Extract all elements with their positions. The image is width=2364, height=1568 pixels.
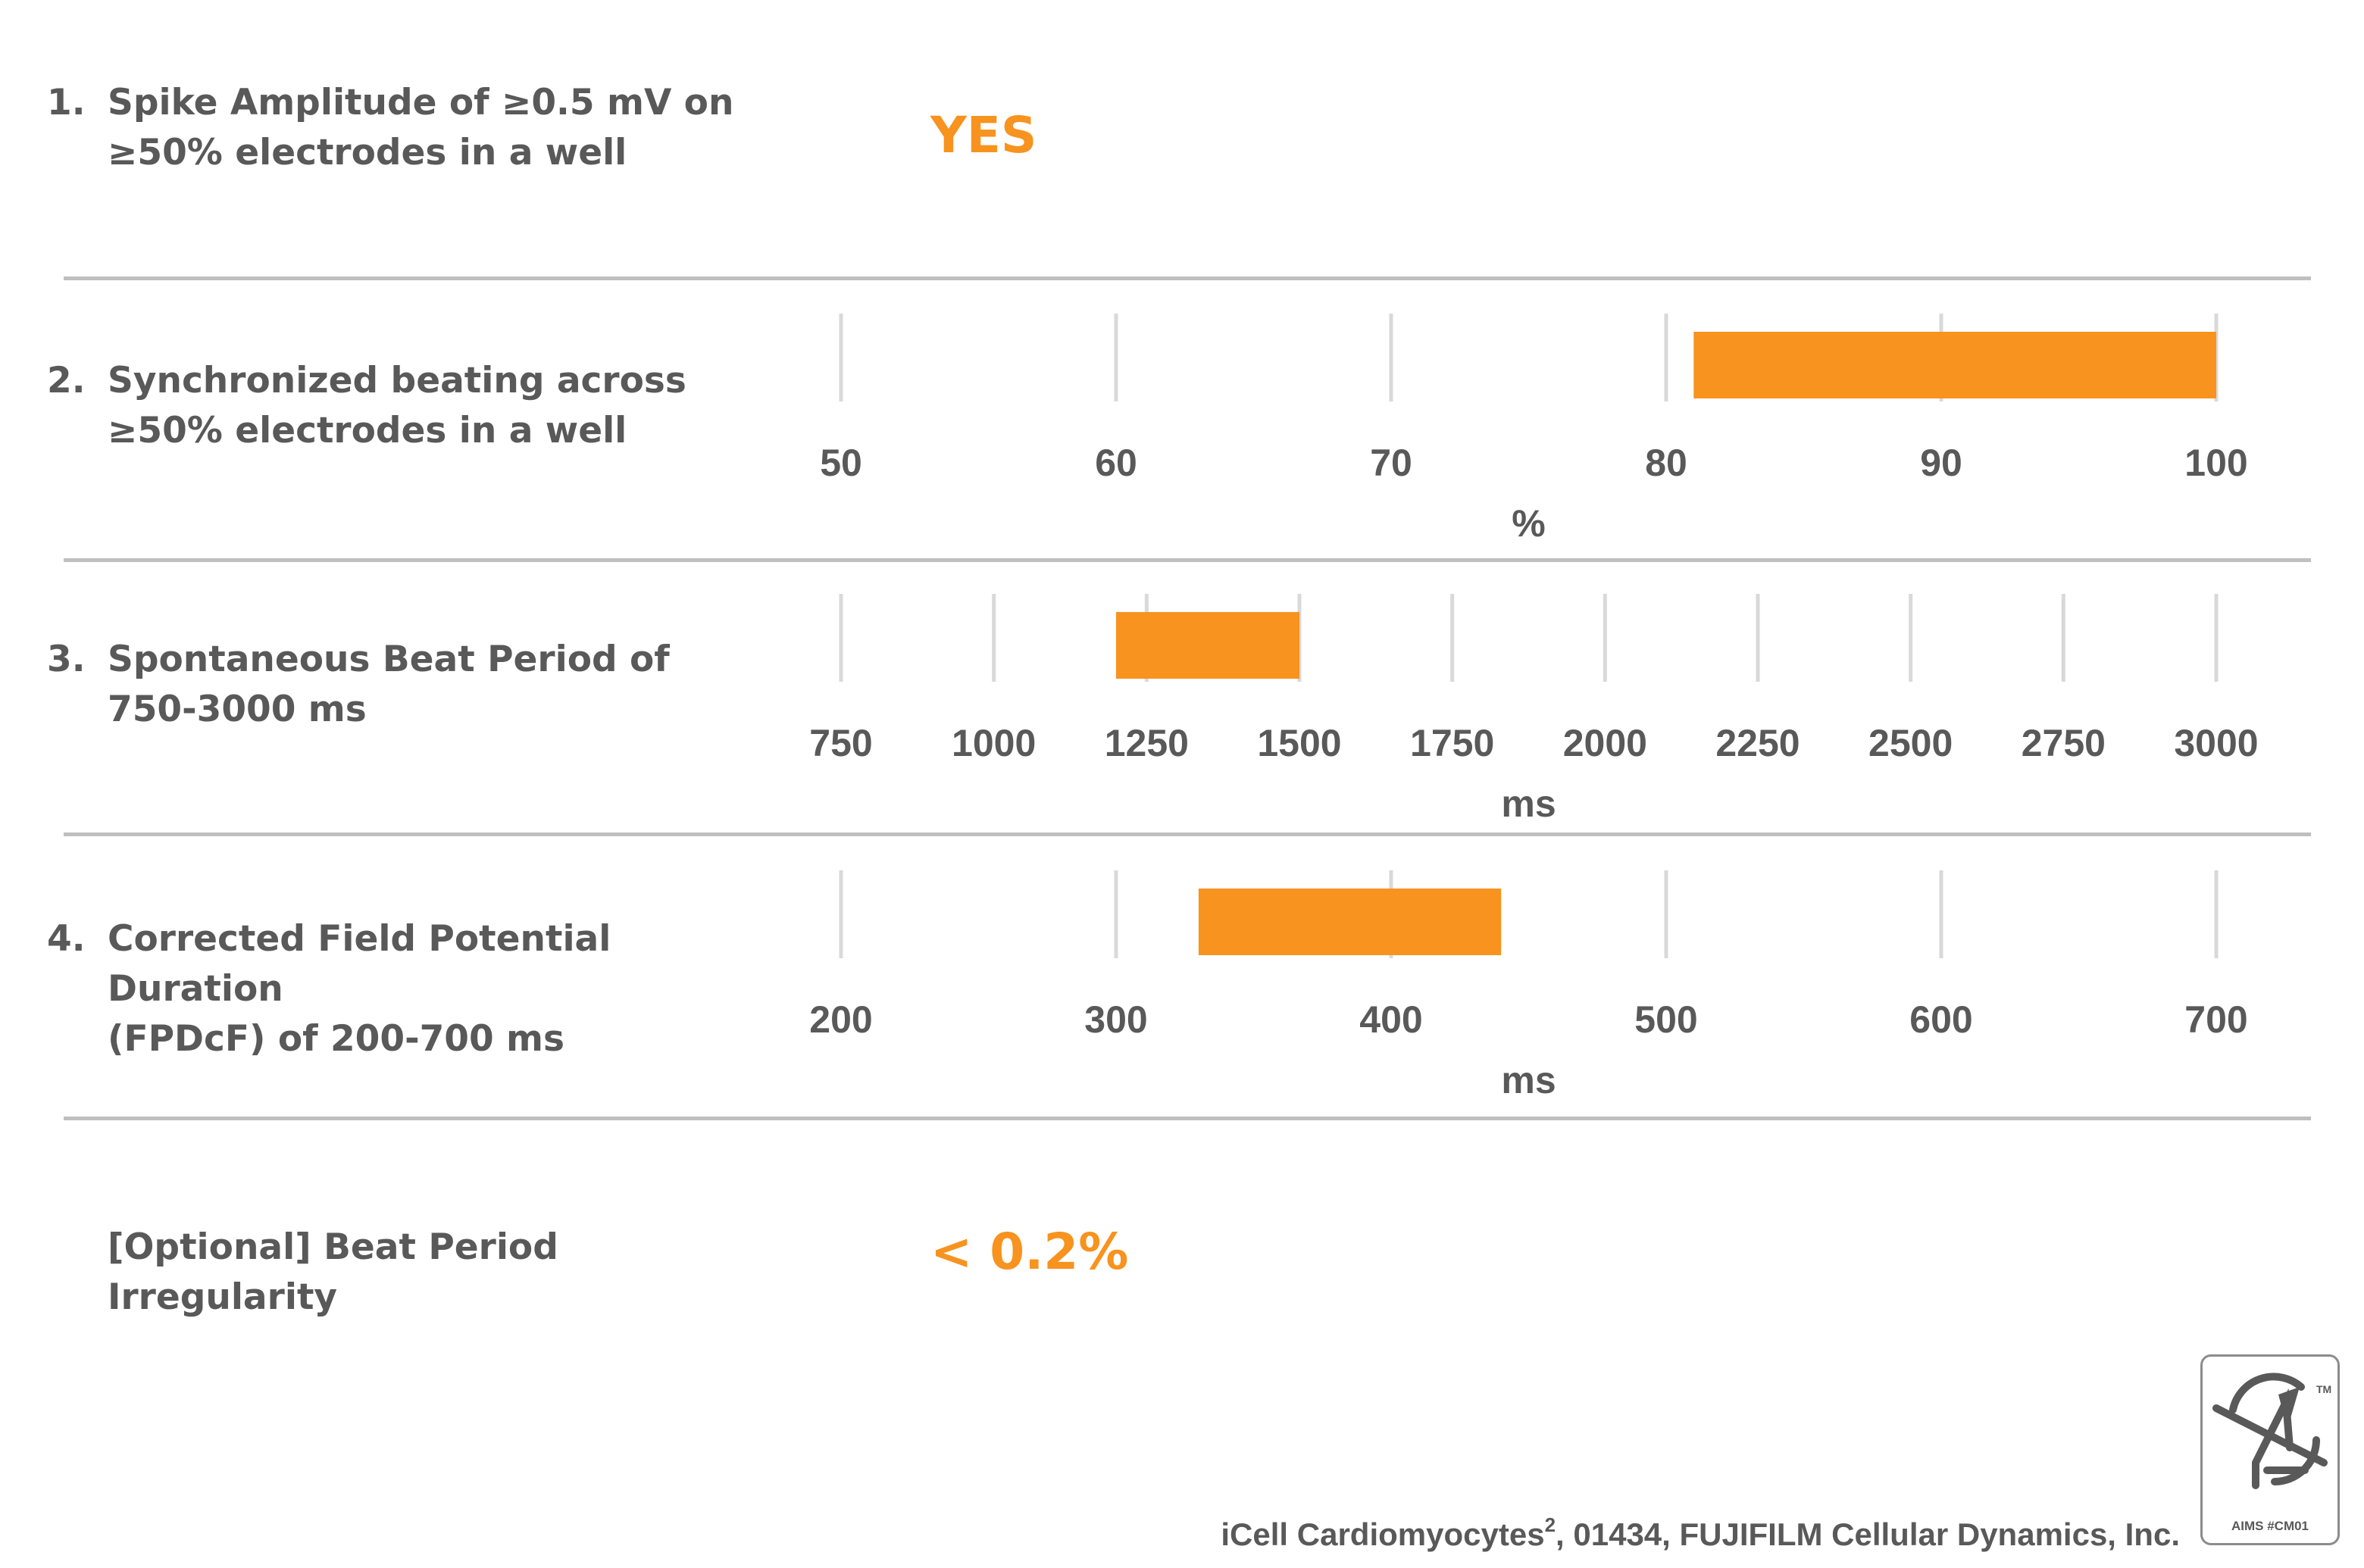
tick-label-0: 50: [820, 442, 862, 484]
tick-label-1: 300: [1084, 998, 1147, 1041]
tick-label-4: 90: [1920, 442, 1962, 484]
separator-4: [64, 1117, 2311, 1120]
tick-label-4: 1750: [1410, 722, 1494, 764]
criterion-optional-value: < 0.2%: [930, 1223, 1129, 1281]
criterion-4-line-1: Corrected Field Potential Duration: [108, 918, 611, 1010]
tick-label-4: 600: [1909, 998, 1972, 1041]
aims-logo-tm: TM: [2316, 1383, 2331, 1395]
tick-label-0: 200: [809, 998, 872, 1041]
range-bar: [1693, 332, 2216, 398]
tick-label-3: 80: [1645, 442, 1687, 484]
criterion-3-number: 3.: [47, 639, 86, 680]
tick-label-2: 1250: [1105, 722, 1189, 764]
tick-label-5: 100: [2184, 442, 2247, 484]
fpdcf-range-chart: 200 300 400 500 600 700 ms: [809, 870, 2248, 1101]
separator-2: [64, 558, 2311, 562]
criterion-2-number: 2.: [47, 360, 86, 401]
aims-logo: TM AIMS #CM01: [2200, 1354, 2340, 1545]
tick-label-7: 2500: [1868, 722, 1953, 764]
criterion-1-value: YES: [930, 106, 1037, 164]
footer-rest: , 01434, FUJIFILM Cellular Dynamics, Inc…: [1556, 1516, 2180, 1552]
criterion-3-line-1: Spontaneous Beat Period of: [108, 639, 670, 680]
axis-label: ms: [1501, 782, 1556, 825]
criterion-4-number: 4.: [47, 918, 86, 960]
axis-label: ms: [1501, 1059, 1556, 1101]
tick-label-6: 2250: [1715, 722, 1800, 764]
footer-superscript: 2: [1544, 1513, 1556, 1536]
tick-label-2: 70: [1370, 442, 1412, 484]
tick-label-5: 2000: [1563, 722, 1647, 764]
criterion-2-line-2: ≥50% electrodes in a well: [108, 410, 627, 451]
criterion-2-line-1: Synchronized beating across: [108, 360, 686, 401]
criterion-1-line-1: Spike Amplitude of ≥0.5 mV on: [108, 82, 734, 123]
tick-label-8: 2750: [2022, 722, 2106, 764]
axis-label: %: [1512, 502, 1545, 545]
separator-3: [64, 832, 2311, 836]
tick-label-0: 750: [809, 722, 872, 764]
footer-credit: iCell Cardiomyocytes2, 01434, FUJIFILM C…: [1221, 1513, 2180, 1553]
tick-label-2: 400: [1359, 998, 1422, 1041]
footer-product: iCell Cardiomyocytes: [1221, 1516, 1545, 1552]
tick-label-5: 700: [2184, 998, 2247, 1041]
tick-label-3: 500: [1634, 998, 1697, 1041]
criterion-1-number: 1.: [47, 82, 86, 123]
aims-logo-code: AIMS #CM01: [2231, 1519, 2309, 1533]
criterion-1-line-2: ≥50% electrodes in a well: [108, 132, 627, 173]
tick-label-3: 1500: [1257, 722, 1341, 764]
range-bar: [1198, 889, 1502, 955]
range-bar: [1116, 612, 1299, 679]
aims-logo-icon: TM: [2212, 1373, 2331, 1489]
tick-label-1: 60: [1095, 442, 1137, 484]
tick-label-9: 3000: [2174, 722, 2258, 764]
tick-label-1: 1000: [952, 722, 1036, 764]
beat-period-range-chart: 750 1000 1250 1500 1750 2000 2250 2500 2750 3000 m…: [809, 594, 2259, 825]
separator-1: [64, 276, 2311, 280]
criterion-3-line-2: 750-3000 ms: [108, 689, 367, 730]
criterion-optional-line-1: [Optional] Beat Period Irregularity: [108, 1226, 558, 1318]
synchrony-range-chart: 50 60 70 80 90 100%: [820, 314, 2248, 545]
criterion-4-line-2: (FPDcF) of 200-700 ms: [108, 1018, 564, 1060]
